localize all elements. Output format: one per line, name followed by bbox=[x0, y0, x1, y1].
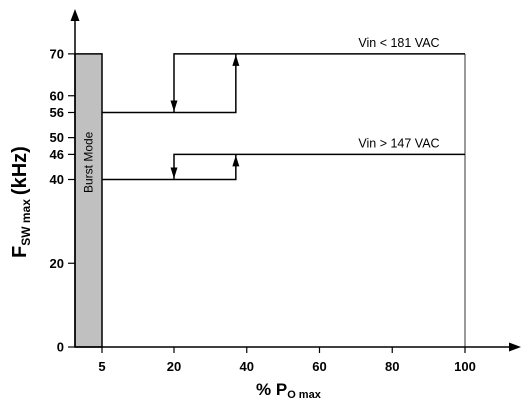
y-tick-label-20: 20 bbox=[50, 256, 64, 271]
series-0-arrow-down-0 bbox=[170, 100, 178, 112]
y-tick-label-40: 40 bbox=[50, 172, 64, 187]
y-axis-arrowhead bbox=[70, 9, 80, 21]
x-axis-label: % PO max bbox=[256, 380, 322, 401]
series-1-arrow-up-1 bbox=[232, 155, 240, 167]
y-tick-label-0: 0 bbox=[57, 340, 64, 355]
burst-mode-region bbox=[74, 53, 103, 348]
series-0-segment-0 bbox=[102, 53, 237, 114]
y-tick-label-56: 56 bbox=[50, 105, 64, 120]
x-tick-label-80: 80 bbox=[385, 359, 399, 374]
series-0-arrow-up-1 bbox=[232, 54, 240, 66]
x-tick-label-40: 40 bbox=[240, 359, 254, 374]
x-tick-label-20: 20 bbox=[167, 359, 181, 374]
series-1-segment-1 bbox=[173, 153, 465, 180]
series-1-segment-0 bbox=[102, 154, 237, 181]
series-label-1: Vin > 147 VAC bbox=[358, 136, 439, 150]
series-label-0: Vin < 181 VAC bbox=[358, 36, 439, 50]
series-1-arrow-down-0 bbox=[170, 167, 178, 179]
x-tick-label-100: 100 bbox=[454, 359, 476, 374]
y-tick-label-46: 46 bbox=[50, 147, 64, 162]
x-axis-arrowhead bbox=[509, 342, 521, 352]
y-tick-label-60: 60 bbox=[50, 88, 64, 103]
y-tick-label-70: 70 bbox=[50, 46, 64, 61]
burst-mode-label: Burst Mode bbox=[82, 131, 96, 193]
x-tick-label-60: 60 bbox=[312, 359, 326, 374]
y-tick-label-50: 50 bbox=[50, 130, 64, 145]
series-0-segment-1 bbox=[173, 53, 465, 113]
y-axis-label: FSW max(kHz) bbox=[9, 146, 33, 258]
x-tick-label-5: 5 bbox=[98, 359, 105, 374]
